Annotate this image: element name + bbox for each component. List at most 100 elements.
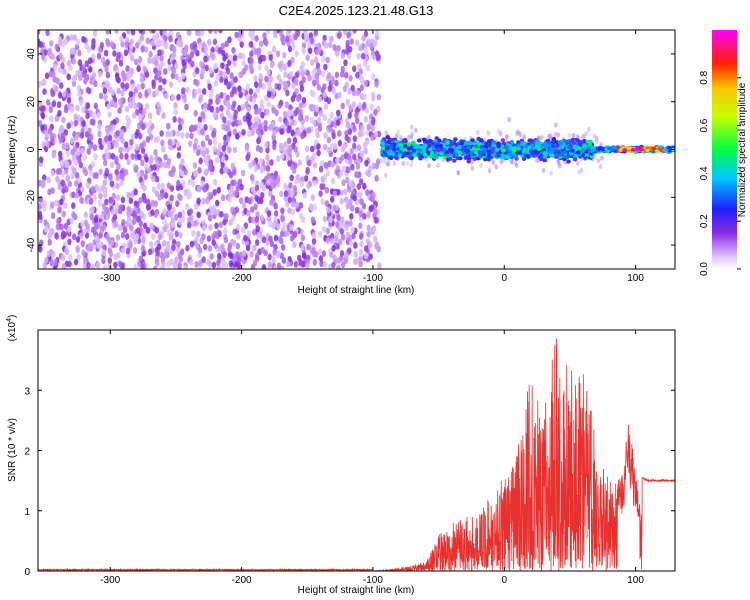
spectrogram-cell bbox=[375, 30, 380, 37]
spectrogram-cell bbox=[300, 234, 306, 242]
spectrogram-cell bbox=[376, 93, 382, 101]
spectrogram-cell bbox=[286, 30, 292, 34]
spectrogram-cell bbox=[138, 55, 143, 63]
spectrogram-cell bbox=[320, 198, 325, 206]
spectrogram-cell bbox=[118, 60, 124, 67]
spectrogram-cell bbox=[200, 128, 205, 136]
spectrogram-cell bbox=[241, 201, 247, 208]
spectrogram-cell bbox=[323, 143, 328, 151]
spectrogram-cell bbox=[248, 162, 253, 170]
spectrogram-cell bbox=[362, 213, 367, 220]
spectrogram-cell bbox=[554, 122, 558, 128]
spectrogram-cell bbox=[92, 30, 98, 37]
spectrogram-cell bbox=[154, 73, 159, 81]
spectrogram-cell bbox=[599, 141, 603, 147]
spectrogram-cell bbox=[181, 72, 186, 80]
spectrogram-cell bbox=[85, 222, 90, 230]
spectrogram-cell bbox=[168, 130, 174, 138]
spectrogram-cell bbox=[155, 160, 160, 167]
spectrogram-cell bbox=[299, 85, 305, 92]
spectrogram-cell bbox=[360, 52, 366, 60]
spectrogram-cell bbox=[119, 179, 124, 187]
spectrogram-cell bbox=[245, 83, 250, 91]
spectrogram-cell bbox=[205, 134, 210, 142]
spectrogram-cell bbox=[331, 87, 336, 95]
spectrogram-cell bbox=[73, 258, 79, 266]
spectrogram-cell bbox=[409, 162, 414, 168]
spectrogram-cell bbox=[316, 149, 321, 157]
spectrogram-cell bbox=[124, 41, 129, 49]
spectrogram-cell bbox=[343, 30, 348, 36]
spectrogram-cell bbox=[319, 260, 324, 267]
spectrogram-cell bbox=[215, 93, 220, 101]
spectrogram-cell bbox=[89, 118, 94, 126]
spectrogram-cell bbox=[228, 260, 234, 267]
spectrogram-cell bbox=[163, 192, 169, 199]
spectrogram-cell bbox=[115, 202, 120, 210]
spectrogram-cell bbox=[557, 140, 563, 145]
spectrogram-cell bbox=[67, 225, 72, 233]
spectrogram-cell bbox=[160, 182, 165, 190]
spectrogram-cell bbox=[268, 124, 273, 131]
spectrogram-cell bbox=[161, 261, 166, 269]
spectrogram-cell bbox=[348, 74, 353, 82]
spectrogram-cell bbox=[314, 78, 320, 86]
spectrogram-cell bbox=[365, 39, 370, 47]
spectrogram-cell bbox=[120, 196, 126, 204]
spectrogram-cell bbox=[184, 103, 189, 111]
spectrogram-cell bbox=[553, 131, 558, 137]
spectrogram-cell bbox=[184, 203, 190, 211]
spectrogram-cell bbox=[245, 244, 251, 252]
spectrogram-cell bbox=[90, 185, 96, 193]
spectrogram-cell bbox=[211, 53, 216, 61]
spectrogram-cell bbox=[139, 210, 145, 218]
spectrogram-cell bbox=[406, 146, 412, 151]
spectrogram-cell bbox=[188, 140, 193, 148]
spectrogram-cell bbox=[330, 196, 335, 203]
spectrogram-cell bbox=[78, 74, 83, 82]
spectrogram-cell bbox=[185, 244, 190, 252]
spectrogram-cell bbox=[103, 187, 108, 195]
spectrogram-cell bbox=[325, 227, 330, 235]
spectrogram-cell bbox=[304, 145, 310, 153]
spectrogram-cell bbox=[196, 230, 201, 238]
spectrogram-cell bbox=[75, 246, 80, 254]
spectrogram-cell bbox=[48, 106, 53, 114]
spectrogram-cell bbox=[555, 143, 560, 148]
spectrogram-cell bbox=[38, 38, 41, 45]
spectrogram-cell bbox=[438, 143, 443, 148]
spectrogram-cell bbox=[484, 141, 489, 146]
spectrogram-cell bbox=[198, 157, 203, 165]
spectrogram-cell bbox=[245, 154, 250, 162]
spectrogram-cell bbox=[226, 125, 231, 133]
spectrogram-cell bbox=[262, 32, 267, 39]
spectrogram-cell bbox=[154, 190, 159, 198]
spectrogram-cell bbox=[161, 240, 167, 247]
spectrogram-cell bbox=[280, 35, 285, 43]
spectrogram-cell bbox=[81, 64, 86, 72]
spectrogram-cell bbox=[459, 140, 465, 145]
spectrogram-cell bbox=[81, 120, 86, 128]
spectrogram-cell bbox=[163, 153, 168, 161]
spectrogram-cell bbox=[337, 139, 343, 147]
spectrogram-cell bbox=[345, 176, 350, 184]
spectrogram-cell bbox=[93, 223, 99, 231]
spectrogram-cell bbox=[596, 158, 601, 164]
spectrogram-cell bbox=[255, 127, 261, 135]
spectrogram-cell bbox=[225, 135, 231, 143]
spectrogram-cell bbox=[38, 203, 42, 211]
spectrogram-cell bbox=[376, 53, 381, 61]
spectrogram-cell bbox=[109, 180, 115, 188]
spectrogram-cell bbox=[250, 34, 255, 41]
spectrogram-cell bbox=[216, 186, 221, 194]
spectrogram-cell bbox=[113, 220, 119, 228]
spectrogram-cell bbox=[208, 124, 214, 132]
spectrogram-cell bbox=[340, 216, 345, 224]
spectrogram-cell bbox=[434, 144, 439, 149]
spectrogram-cell bbox=[104, 147, 109, 155]
spectrogram-cell bbox=[167, 64, 172, 72]
spectrogram-cell bbox=[94, 172, 99, 179]
spectrogram-cell bbox=[197, 167, 202, 174]
spectrogram-cell bbox=[174, 213, 179, 221]
spectrogram-cell bbox=[156, 101, 161, 108]
